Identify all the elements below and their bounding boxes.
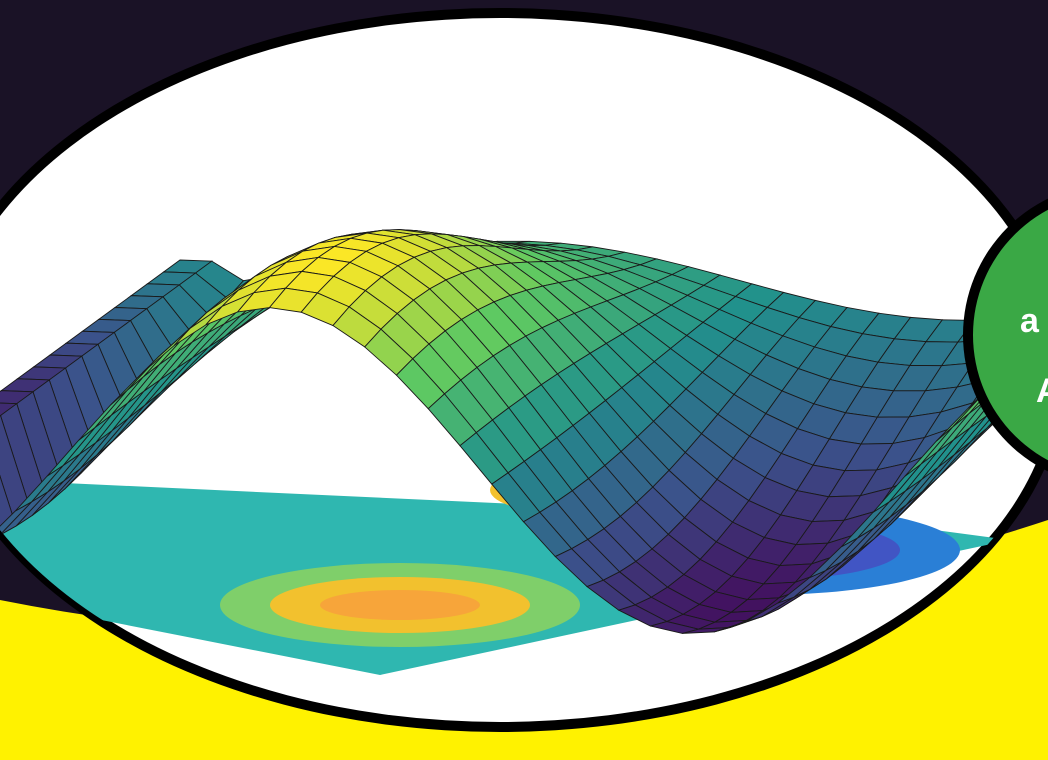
badge bbox=[973, 209, 1048, 461]
badge-text: A bbox=[1036, 372, 1048, 410]
badge-text: a bbox=[1020, 302, 1040, 340]
surface-plot bbox=[0, 229, 1048, 675]
contour bbox=[320, 590, 480, 620]
